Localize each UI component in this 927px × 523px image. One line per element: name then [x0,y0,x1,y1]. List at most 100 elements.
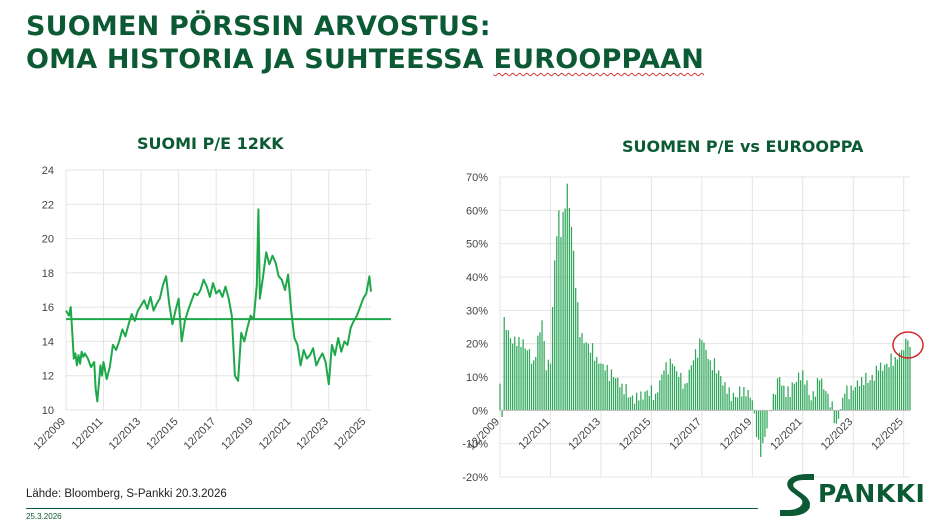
rel-bar [835,410,838,424]
rel-bar [598,363,600,411]
rel-y-tick-label: 60% [466,205,488,217]
rel-bar [558,210,560,411]
rel-bar [854,387,856,411]
rel-bar [545,370,547,411]
rel-bar [867,382,869,411]
rel-bar [741,396,743,411]
rel-bar [896,359,899,411]
rel-bar [583,343,585,411]
rel-bar [606,364,608,411]
rel-bar [749,397,751,411]
rel-bar [690,365,692,411]
rel-bar [800,380,802,411]
rel-bar [728,387,730,411]
rel-bar [505,330,507,411]
rel-bar [623,394,625,411]
rel-bar [671,363,674,411]
rel-bar [909,347,911,411]
rel-bar [688,369,690,411]
rel-bar [890,353,892,411]
pe-series-line [65,208,372,403]
rel-bar [745,396,747,411]
pe-y-tick-label: 10 [42,405,54,417]
rel-bar [821,378,823,411]
rel-bar [850,385,852,411]
rel-bar [852,390,854,411]
rel-bar [863,385,865,411]
rel-bar [587,343,589,411]
rel-bar [507,330,510,411]
rel-y-tick-label: 40% [466,272,488,284]
rel-bar [888,367,890,411]
rel-bar [675,371,678,411]
pe-y-tick-label: 14 [42,336,54,348]
rel-bar [661,374,663,411]
rel-bar [562,211,564,411]
pe-y-tick-label: 16 [42,302,54,314]
rel-bar [886,363,888,411]
chart-title-pe: SUOMI P/E 12KK [137,134,284,153]
s-pankki-logo: PANKKI [778,470,925,518]
rel-bar [772,393,774,411]
rel-x-tick-label: 12/2013 [566,416,603,453]
rel-bar [760,410,762,457]
rel-bar [528,349,531,411]
rel-bar [825,391,827,411]
rel-bar [678,377,680,411]
pe-y-tick-label: 12 [42,371,54,383]
rel-bar [757,410,760,440]
rel-bar [833,410,835,424]
rel-bar [779,377,781,411]
rel-bar [657,392,659,411]
title-line-2-part-1: OMA HISTORIA JA SUHTEESSA [26,44,494,75]
rel-bar [575,288,577,411]
rel-bar [533,360,535,411]
rel-bar [520,346,522,411]
rel-bar [648,395,650,411]
rel-bar [804,384,806,411]
rel-bar [802,370,804,411]
rel-bar [846,385,848,411]
rel-bar [577,302,579,411]
rel-bar [686,382,688,411]
rel-bar [707,358,709,411]
rel-bar [829,407,831,411]
rel-bar [547,359,549,411]
title-line-1: SUOMEN PÖRSSIN ARVOSTUS: [26,11,491,42]
rel-y-tick-label: 50% [466,239,488,251]
rel-bar [701,340,703,411]
rel-bar [739,386,741,411]
rel-bar [869,380,871,411]
rel-bar [844,393,846,411]
page-title: SUOMEN PÖRSSIN ARVOSTUS: OMA HISTORIA JA… [26,10,704,76]
rel-bar [612,377,615,411]
rel-bar [898,352,901,411]
rel-bar [709,360,711,411]
rel-bar [503,317,505,411]
rel-bar [747,389,749,411]
rel-bar [764,410,766,437]
rel-bar [539,332,541,411]
rel-bar [501,410,503,417]
rel-bar [827,393,829,411]
rel-bar [593,360,596,411]
rel-bar [732,392,735,411]
rel-bar [650,385,653,411]
rel-bar [726,393,728,411]
rel-highlight-circle [892,331,924,359]
rel-bar [797,372,800,411]
source-note: Lähde: Bloomberg, S-Pankki 20.3.2026 [26,488,227,500]
rel-bar [516,345,518,411]
rel-bar [629,397,631,411]
rel-bar [570,227,573,411]
rel-bar [530,363,533,411]
rel-bar [673,366,676,411]
rel-bar [776,378,779,411]
rel-bar [692,360,695,411]
title-line-2-part-2: EUROOPPAAN [493,44,705,75]
rel-bar [644,391,646,411]
rel-bar [659,380,661,411]
s-pankki-s-logo-icon [780,474,814,516]
rel-bar [524,348,526,411]
rel-x-tick-label: 12/2017 [667,416,704,453]
